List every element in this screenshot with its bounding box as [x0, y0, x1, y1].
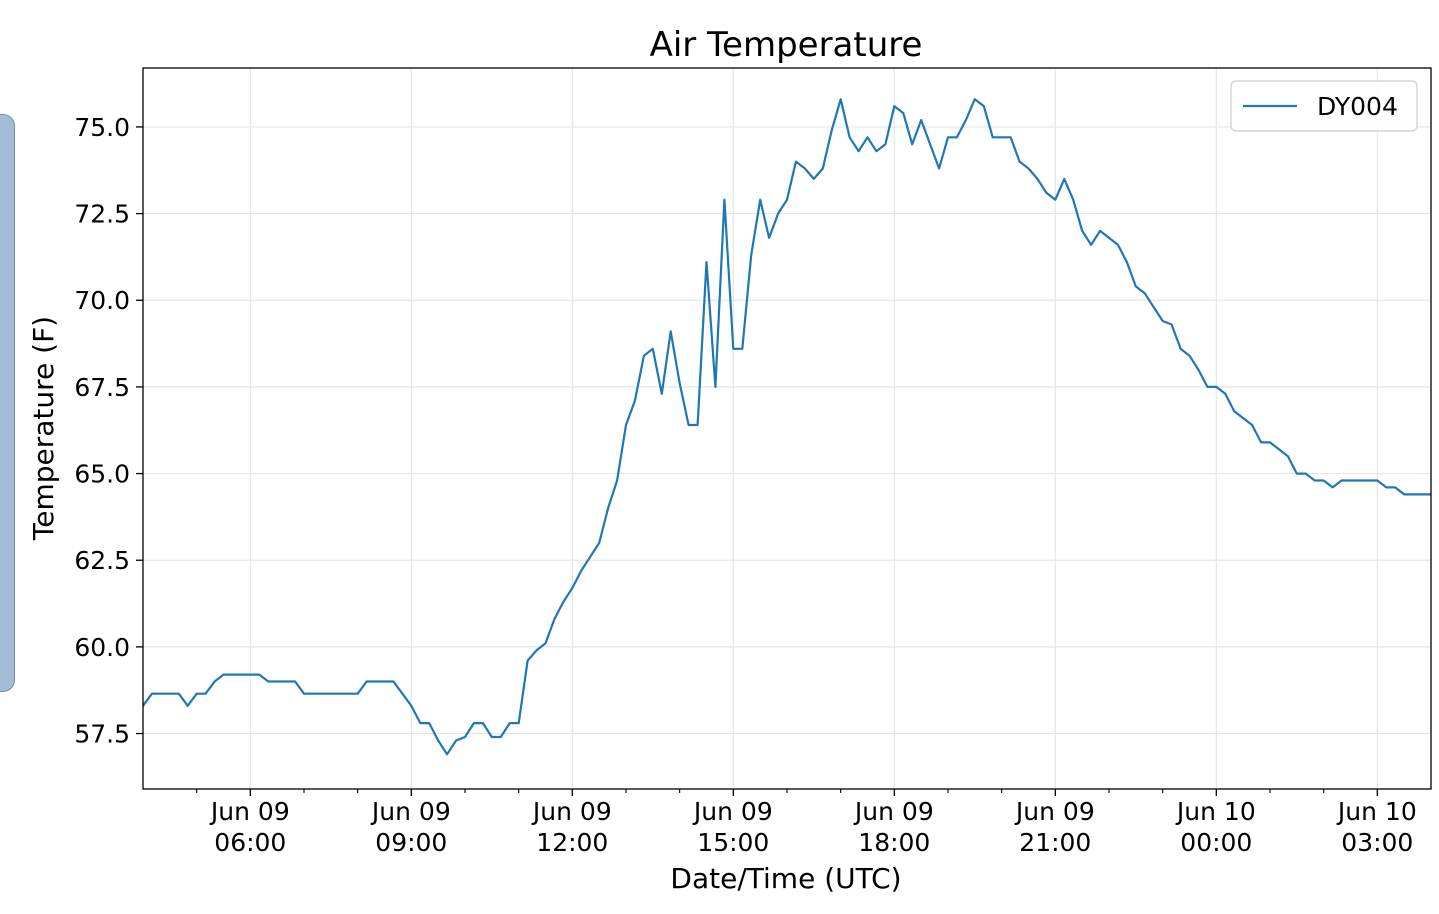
x-tick-label-date: Jun 09: [692, 797, 773, 826]
x-tick-label-time: 00:00: [1180, 828, 1252, 857]
y-axis-label: Temperature (F): [27, 316, 60, 541]
x-tick-label-date: Jun 10: [1175, 797, 1256, 826]
legend-label: DY004: [1317, 92, 1398, 121]
x-tick-label-time: 03:00: [1341, 828, 1413, 857]
y-tick-label: 62.5: [74, 546, 130, 575]
y-tick-label: 57.5: [74, 720, 130, 749]
x-tick-label-time: 15:00: [697, 828, 769, 857]
x-tick-label-date: Jun 09: [531, 797, 612, 826]
x-tick-label-date: Jun 09: [370, 797, 451, 826]
x-tick-label-date: Jun 09: [209, 797, 290, 826]
chart-title: Air Temperature: [650, 25, 923, 65]
y-tick-label: 67.5: [74, 373, 130, 402]
grid-lines: [143, 68, 1431, 789]
series-layer: [142, 98, 1431, 756]
x-tick-label-date: Jun 10: [1336, 797, 1417, 826]
plot-frame: [142, 67, 1432, 790]
y-tick-label: 65.0: [74, 460, 130, 489]
y-tick-label: 72.5: [74, 200, 130, 229]
y-tick-label: 75.0: [74, 113, 130, 142]
x-tick-label-time: 21:00: [1019, 828, 1091, 857]
x-tick-label-date: Jun 09: [1014, 797, 1095, 826]
x-axis-label: Date/Time (UTC): [670, 862, 901, 895]
y-tick-label: 70.0: [74, 286, 130, 315]
legend-box: [1230, 80, 1418, 132]
x-tick-label-time: 06:00: [214, 828, 286, 857]
series-line: [142, 98, 1431, 756]
legend: DY004: [1230, 80, 1418, 132]
x-tick-label-date: Jun 09: [853, 797, 934, 826]
y-tick-label: 60.0: [74, 633, 130, 662]
x-tick-label-time: 18:00: [858, 828, 930, 857]
x-tick-label-time: 09:00: [375, 828, 447, 857]
x-tick-label-time: 12:00: [536, 828, 608, 857]
